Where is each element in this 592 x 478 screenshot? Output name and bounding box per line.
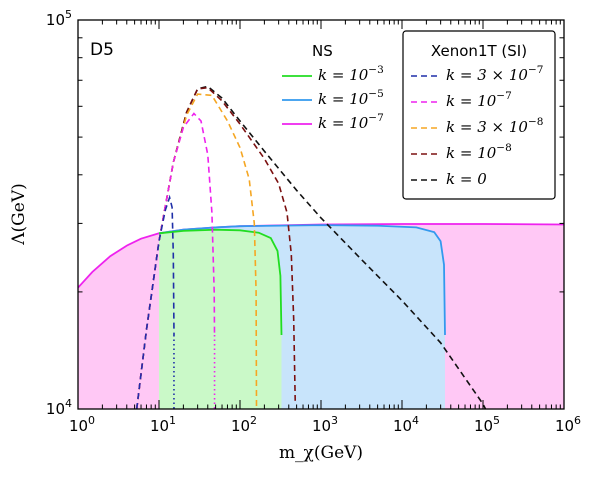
legend-ns: NS k = 10−3 k = 10−5 k = 10−7 [282, 42, 384, 132]
legend-entry-label: k = 10−5 [318, 88, 384, 108]
legend-entry-label: k = 10−7 [318, 112, 384, 132]
x-tick-label: 103 [312, 414, 338, 435]
legend-entry-label: k = 0 [446, 170, 487, 188]
x-tick-label: 105 [474, 414, 500, 435]
xenon-curves [135, 85, 487, 409]
legend-xenon-title: Xenon1T (SI) [431, 42, 527, 60]
xenon-curve-2 [135, 93, 258, 409]
tick-labels: 100 101 102 103 104 105 106 104 105 [46, 8, 581, 435]
axes [77, 19, 565, 410]
x-tick-label: 106 [555, 414, 581, 435]
xenon-curve-3 [135, 112, 216, 409]
x-tick-label: 100 [69, 414, 95, 435]
legend-xenon: Xenon1T (SI) k = 3 × 10−7 k = 10−7 k = 3 × … [402, 30, 556, 200]
legend-entry-label: k = 10−7 [446, 90, 512, 110]
panel-label: D5 [90, 40, 114, 60]
y-axis-label: Λ(GeV) [9, 183, 29, 245]
legend-ns-title: NS [312, 42, 333, 60]
legend-entry-label: k = 3 × 10−8 [446, 116, 543, 136]
ns-region-fill-2 [159, 229, 282, 409]
ns-regions [78, 223, 564, 409]
x-tick-label: 101 [150, 414, 176, 435]
legend-entry-label: k = 10−3 [318, 64, 384, 84]
ns-region-line-1 [158, 224, 446, 336]
xenon-curve-4 [135, 194, 175, 409]
x-axis-label: m_χ(GeV) [279, 443, 363, 463]
x-tick-label: 102 [231, 414, 257, 435]
x-tick-label: 104 [393, 414, 419, 435]
ns-region-line-2 [158, 228, 283, 336]
legend-entry-label: k = 10−8 [446, 142, 512, 162]
legend-xenon-frame [402, 30, 556, 200]
y-tick-label: 104 [46, 397, 72, 418]
legend-entry-label: k = 3 × 10−7 [446, 64, 543, 84]
y-tick-label: 105 [46, 8, 72, 29]
